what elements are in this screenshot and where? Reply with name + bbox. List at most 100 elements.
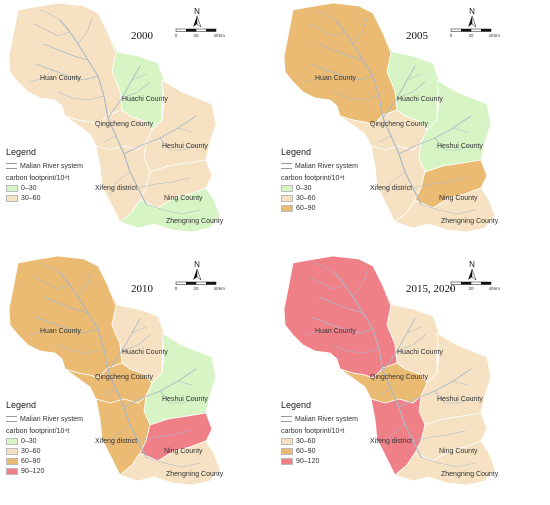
label-huachi: Huachi County [397, 96, 443, 103]
label-xifeng: Xifeng district [95, 185, 137, 192]
county-huan [8, 255, 123, 379]
scale-bar: 0 20 40 km [175, 28, 225, 38]
legend-item-label: 90–120 [296, 457, 320, 465]
label-zhengning: Zhengning County [441, 218, 499, 225]
legend-item: 30–60 [6, 446, 83, 456]
scale-bar: 0 20 40 km [450, 28, 500, 38]
label-heshui: Heshui County [437, 143, 483, 150]
county-zhengning [119, 187, 221, 233]
north-letter: N [194, 7, 200, 16]
label-qingcheng: Qingcheng County [95, 121, 153, 128]
north-arrow-icon [468, 269, 472, 280]
map-svg: Huan County Huachi County Qingcheng Coun… [283, 2, 500, 233]
label-huan: Huan County [40, 328, 81, 335]
legend-swatch [6, 447, 18, 455]
county-huan [8, 2, 123, 126]
label-heshui: Heshui County [162, 143, 208, 150]
river-swatch [6, 416, 17, 422]
legend-item: 60–90 [281, 203, 358, 213]
label-huachi: Huachi County [397, 349, 443, 356]
scale-unit: km [219, 286, 225, 291]
legend-items: 30–60 60–90 90–120 [281, 436, 358, 466]
legend-swatch [6, 467, 18, 475]
scale-bar: 0 20 40 km [175, 281, 225, 291]
scale-bar: 0 20 40 km [450, 281, 500, 291]
legend-swatch [6, 457, 18, 465]
label-zhengning: Zhengning County [441, 471, 499, 478]
scale-tick: 0 [450, 33, 453, 38]
scale-tick: 20 [193, 33, 199, 38]
north-arrow-icon [193, 269, 197, 280]
map-panel-3: Huan County Huachi County Qingcheng Coun… [275, 253, 550, 505]
legend-item: 90–120 [281, 456, 358, 466]
legend: Legend Malian River system carbon footpr… [6, 401, 83, 476]
legend-footprint-label: carbon footprint/10⁴t [281, 428, 345, 435]
legend-item-label: 90–120 [21, 467, 45, 475]
north-letter: N [469, 7, 475, 16]
scale-tick: 0 [450, 286, 453, 291]
legend-item: 90–120 [6, 466, 83, 476]
year-title: 2000 [131, 30, 153, 42]
legend-item-label: 30–60 [296, 194, 316, 202]
legend-swatch [6, 184, 18, 192]
scale-tick: 40 [488, 286, 494, 291]
county-shapes [8, 2, 221, 233]
label-xifeng: Xifeng district [95, 438, 137, 445]
map-panel-0: Huan County Huachi County Qingcheng Coun… [0, 0, 275, 252]
legend-river-label: Malian River system [295, 415, 359, 423]
county-labels: Huan County Huachi County Qingcheng Coun… [40, 328, 224, 478]
legend-item-label: 0–30 [21, 437, 37, 445]
legend-title: Legend [6, 147, 37, 157]
label-heshui: Heshui County [162, 396, 208, 403]
label-huachi: Huachi County [122, 96, 168, 103]
label-zhengning: Zhengning County [166, 471, 224, 478]
scale-tick: 0 [175, 33, 178, 38]
label-huan: Huan County [315, 75, 356, 82]
legend-footprint-label: carbon footprint/10⁴t [6, 175, 70, 182]
legend: Legend Malian River system carbon footpr… [6, 148, 83, 203]
river-network [304, 9, 476, 215]
legend-swatch [281, 204, 293, 212]
legend-items: 0–30 30–60 60–90 [281, 183, 358, 213]
legend-footprint-label: carbon footprint/10⁴t [6, 428, 70, 435]
county-shapes [283, 255, 496, 486]
legend-items: 0–30 30–60 [6, 183, 83, 203]
legend-river-label: Malian River system [295, 162, 359, 170]
legend-item: 30–60 [6, 193, 83, 203]
year-title: 2015, 2020 [406, 283, 456, 295]
scale-tick: 20 [193, 286, 199, 291]
map-svg: Huan County Huachi County Qingcheng Coun… [283, 255, 500, 486]
legend-item: 0–30 [6, 436, 83, 446]
legend-footprint-label: carbon footprint/10⁴t [281, 175, 345, 182]
label-heshui: Heshui County [437, 396, 483, 403]
legend-river-label: Malian River system [20, 415, 84, 423]
scale-tick: 20 [468, 33, 474, 38]
legend-item-label: 30–60 [21, 447, 41, 455]
legend-swatch [281, 457, 293, 465]
legend-swatch [281, 437, 293, 445]
legend-title: Legend [281, 400, 312, 410]
legend-item-label: 60–90 [21, 457, 41, 465]
north-arrow: N [193, 7, 202, 28]
scale-tick: 40 [488, 33, 494, 38]
legend-item: 0–30 [281, 183, 358, 193]
river-swatch [6, 163, 17, 169]
county-labels: Huan County Huachi County Qingcheng Coun… [315, 75, 499, 225]
label-ning: Ning County [164, 195, 203, 202]
map-panel-1: Huan County Huachi County Qingcheng Coun… [275, 0, 550, 252]
legend-river-row: Malian River system [6, 161, 83, 171]
county-zhengning [394, 187, 496, 233]
county-zhengning [119, 440, 221, 486]
north-arrow-icon [193, 16, 197, 27]
label-xifeng: Xifeng district [370, 438, 412, 445]
legend-swatch [281, 447, 293, 455]
north-letter: N [194, 260, 200, 269]
label-xifeng: Xifeng district [370, 185, 412, 192]
legend-item-label: 30–60 [296, 437, 316, 445]
legend-swatch [281, 184, 293, 192]
map-panel-2: Huan County Huachi County Qingcheng Coun… [0, 253, 275, 505]
scale-tick: 0 [175, 286, 178, 291]
scale-tick: 40 [213, 33, 219, 38]
legend-river-row: Malian River system [281, 161, 358, 171]
legend-title: Legend [6, 400, 37, 410]
